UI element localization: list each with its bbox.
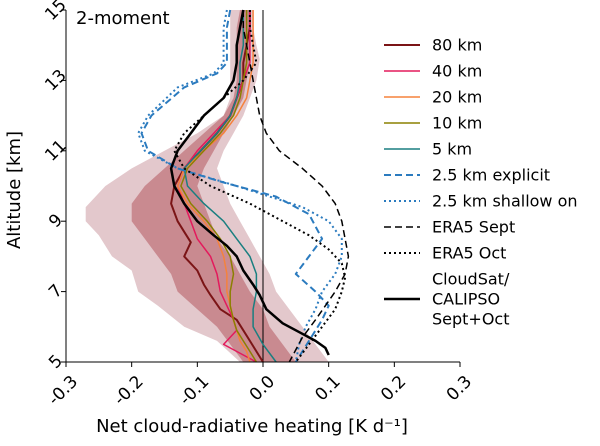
x-tick-label: 0.0 <box>246 372 279 405</box>
legend-label: Sept+Oct <box>432 310 510 329</box>
panel-title: 2-moment <box>76 8 170 29</box>
y-tick-label: 7 <box>45 281 67 303</box>
legend-label: 80 km <box>432 36 482 55</box>
legend-label: CALIPSO <box>432 290 500 309</box>
spread-band-2 <box>131 10 296 362</box>
x-tick-label: -0.2 <box>110 372 148 410</box>
series-lines <box>137 9 350 363</box>
legend-label: 40 km <box>432 62 482 81</box>
spread-band-1 <box>85 10 329 362</box>
y-tick-label: 9 <box>45 210 67 232</box>
x-tick-label: 0.3 <box>443 372 476 405</box>
legend-label: 2.5 km explicit <box>432 166 550 185</box>
legend-label: 2.5 km shallow on <box>432 192 578 211</box>
series-line-cloudsat-calipso-sept-oct <box>169 9 330 356</box>
series-line-2-5-km-shallow-on <box>137 9 343 363</box>
legend-label: 5 km <box>432 140 472 159</box>
spread-bands <box>85 10 329 362</box>
x-axis-label: Net cloud-radiative heating [K d⁻¹] <box>96 416 408 437</box>
x-tick-label: 0.2 <box>377 372 410 405</box>
legend-label: 10 km <box>432 114 482 133</box>
legend-label: ERA5 Oct <box>432 244 506 263</box>
legend-label: ERA5 Sept <box>432 218 515 237</box>
series-line-10-km <box>180 10 258 363</box>
x-tick-label: -0.1 <box>176 372 214 410</box>
legend-label: CloudSat/ <box>432 270 510 289</box>
x-tick-label: 0.1 <box>311 372 344 405</box>
y-axis-label: Altitude [km] <box>4 131 25 249</box>
y-tick-label: 5 <box>45 351 67 373</box>
legend: 80 km 40 km 20 km 10 km 5 km 2.5 km explicit 2… <box>384 36 578 329</box>
legend-label: 20 km <box>432 88 482 107</box>
series-line-5-km <box>183 10 277 363</box>
x-tick-label: -0.3 <box>44 372 82 410</box>
